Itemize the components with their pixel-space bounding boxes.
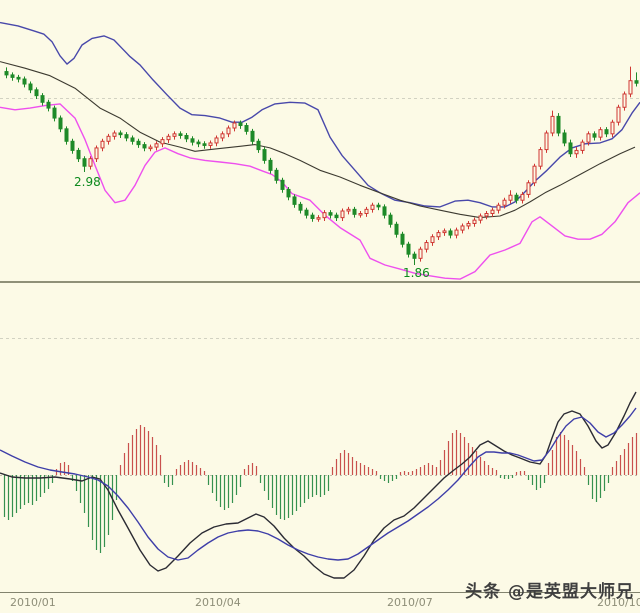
x-axis-label-2010-10: 2010/10	[597, 596, 640, 609]
macd-dea-line	[0, 407, 637, 561]
watermark: 头条 @是英盟大师兄	[465, 582, 634, 602]
macd-dif-line	[0, 391, 637, 579]
bollinger-middle-line	[0, 61, 636, 219]
x-axis-label-2010-07: 2010/07	[387, 596, 433, 609]
bollinger-lower-line	[0, 103, 640, 280]
x-axis-label-2010-01: 2010/01	[10, 596, 56, 609]
panel-frame	[0, 281, 640, 593]
macd-histogram	[3, 425, 638, 553]
macd-lines	[0, 391, 637, 579]
candlestick-series	[4, 66, 639, 265]
price-low-label-186: 1.86	[403, 266, 430, 280]
price-low-label-298: 2.98	[74, 175, 101, 189]
x-axis-label-2010-04: 2010/04	[195, 596, 241, 609]
